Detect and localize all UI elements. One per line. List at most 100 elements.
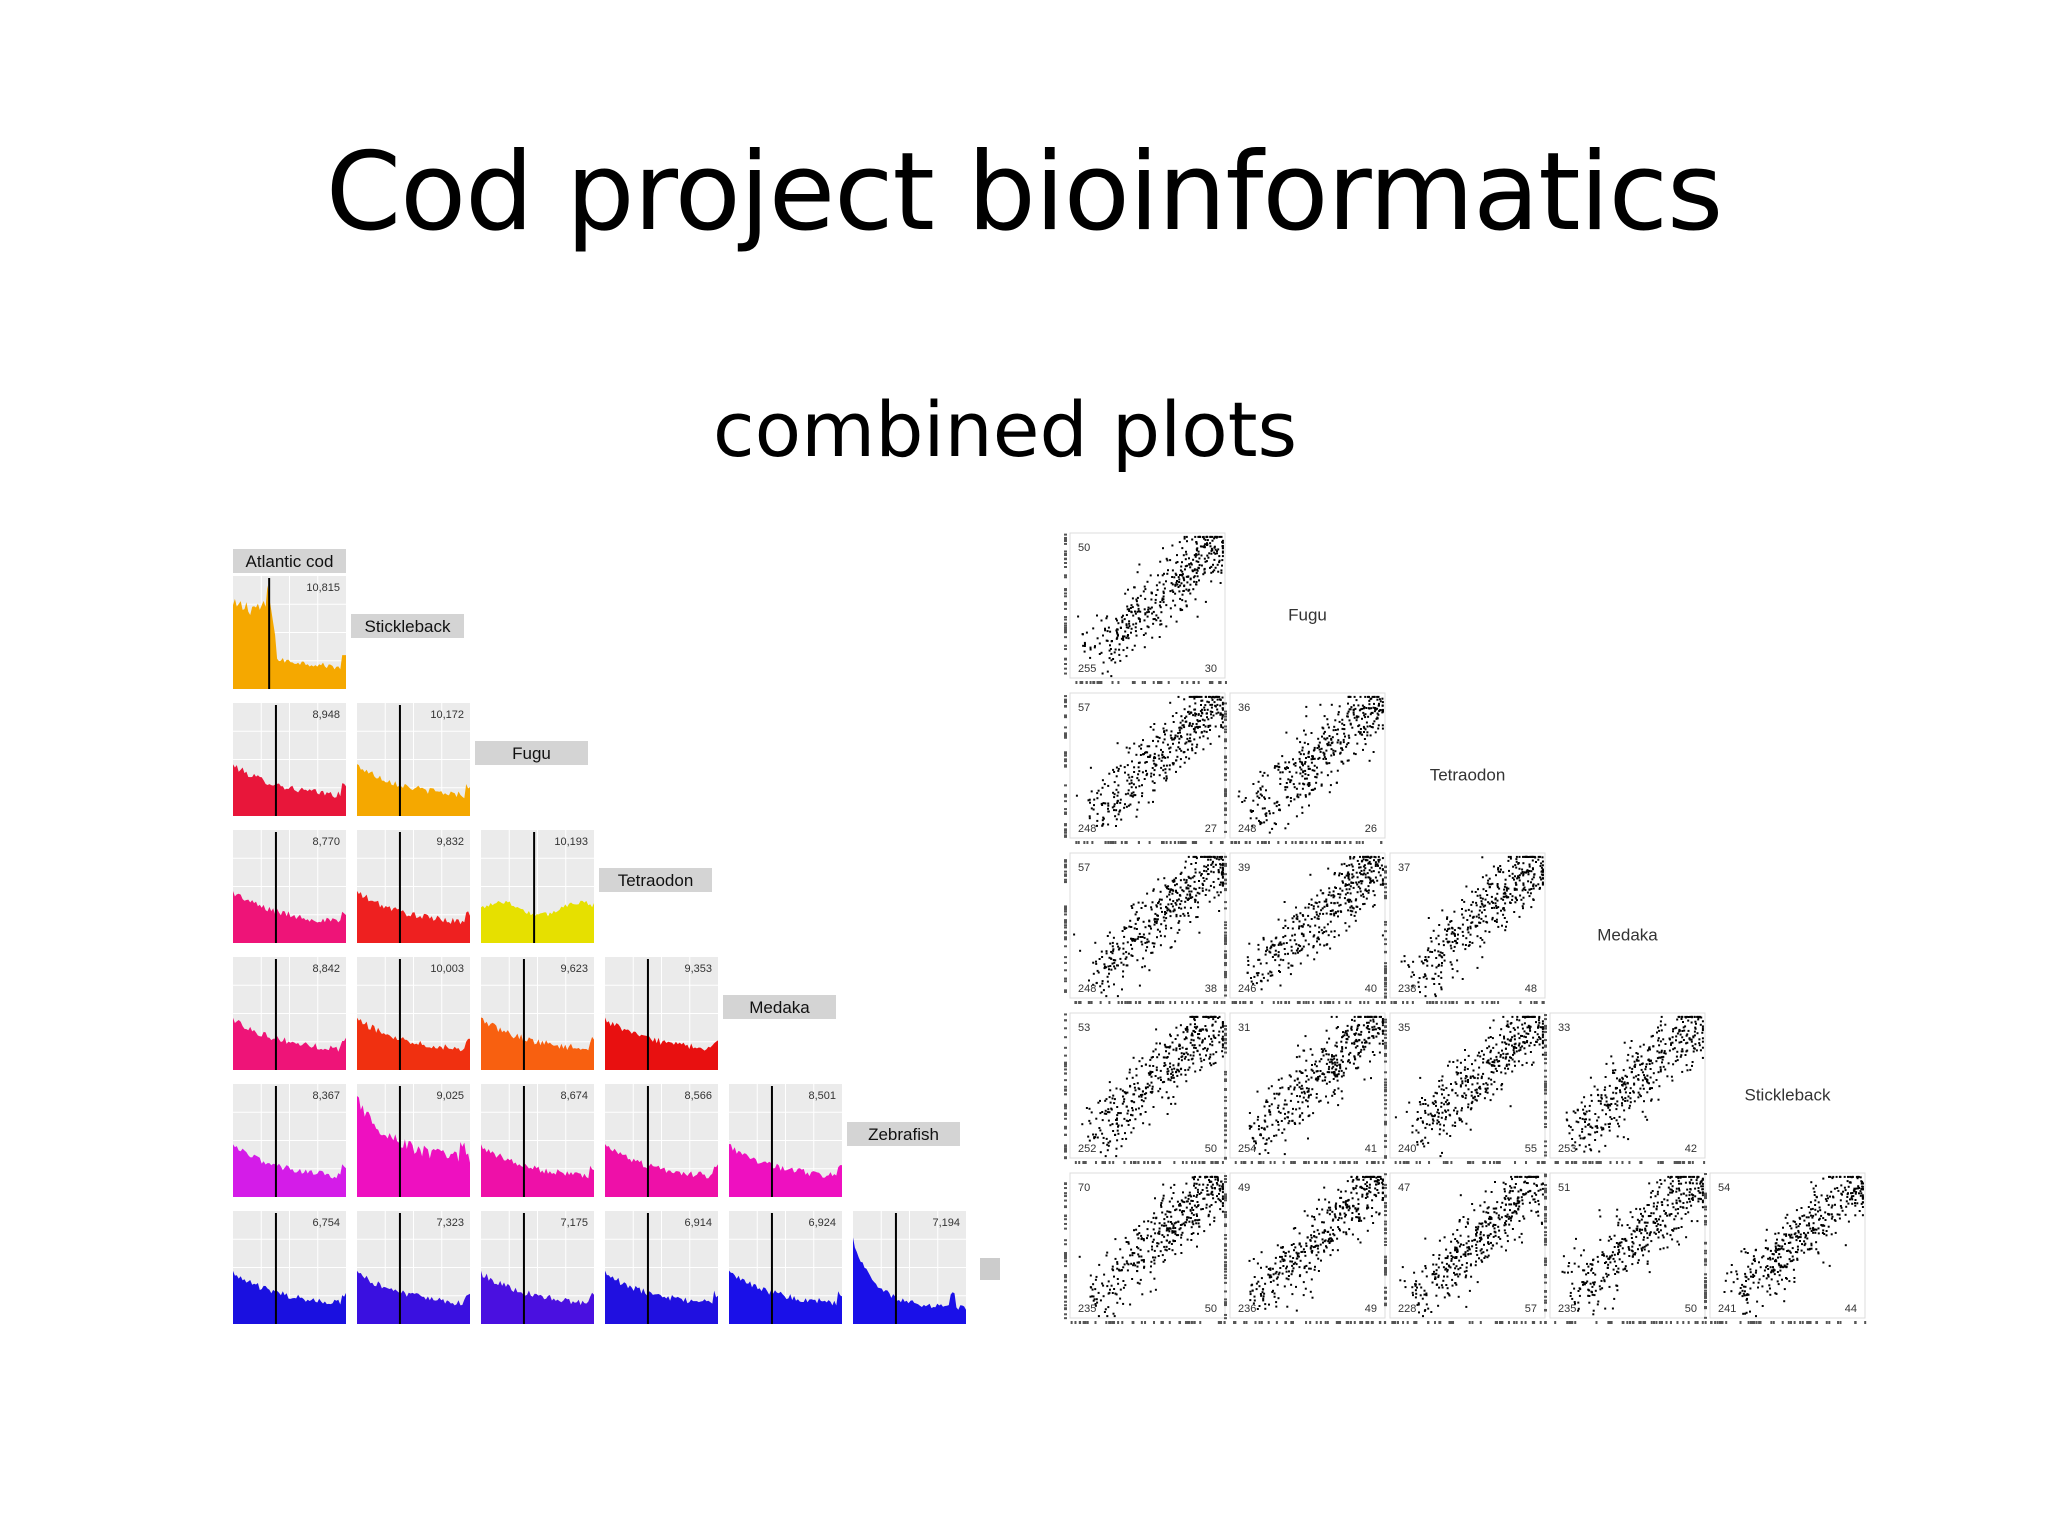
histogram-area bbox=[233, 891, 346, 943]
species-label: Medaka bbox=[749, 998, 810, 1017]
histogram-panel: 9,623 bbox=[481, 957, 594, 1070]
histogram-panel: 7,323 bbox=[357, 1211, 470, 1324]
histogram-area bbox=[233, 1144, 346, 1197]
histogram-area bbox=[605, 1270, 718, 1324]
histogram-area bbox=[357, 890, 470, 943]
histogram-area bbox=[233, 1017, 346, 1070]
scatter-panel: 31 254 41 bbox=[1224, 1012, 1386, 1164]
panel-bottom-right-label: 50 bbox=[1685, 1303, 1697, 1315]
scatter-points bbox=[1078, 1175, 1224, 1318]
panel-top-left-label: 57 bbox=[1078, 862, 1090, 874]
histogram-area bbox=[357, 1017, 470, 1070]
histogram-area bbox=[853, 1237, 966, 1324]
histogram-area bbox=[233, 764, 346, 816]
panel-top-left-label: 33 bbox=[1558, 1022, 1570, 1034]
scatter-points bbox=[1081, 1015, 1224, 1158]
panel-count-label: 9,025 bbox=[436, 1090, 464, 1102]
panel-bottom-right-label: 30 bbox=[1205, 663, 1217, 675]
scatter-panel: 53 252 50 bbox=[1064, 1012, 1226, 1164]
histogram-panel: 8,674 bbox=[481, 1084, 594, 1197]
scatter-panel: 50 255 30 bbox=[1064, 532, 1227, 684]
histogram-area bbox=[605, 1144, 718, 1197]
scatter-panel: 39 246 40 bbox=[1224, 852, 1386, 1004]
panel-count-label: 7,175 bbox=[560, 1217, 588, 1229]
panel-count-label: 7,194 bbox=[932, 1217, 960, 1229]
panel-bottom-left-label: 255 bbox=[1078, 663, 1096, 675]
histogram-area bbox=[481, 1270, 594, 1324]
scatter-points bbox=[1400, 855, 1544, 998]
slide-subtitle: combined plots bbox=[712, 385, 1298, 474]
panel-count-label: 9,353 bbox=[684, 963, 712, 975]
panel-bottom-left-label: 240 bbox=[1398, 1143, 1416, 1155]
panel-bottom-left-label: 254 bbox=[1238, 1143, 1256, 1155]
panel-bottom-right-label: 44 bbox=[1845, 1303, 1857, 1315]
scatter-points bbox=[1561, 1175, 1704, 1316]
scatter-panel: 51 235 50 bbox=[1544, 1172, 1707, 1324]
panel-top-left-label: 50 bbox=[1078, 542, 1090, 554]
panel-bottom-right-label: 55 bbox=[1525, 1143, 1537, 1155]
histogram-area bbox=[357, 1096, 470, 1197]
histogram-area bbox=[357, 764, 470, 816]
species-strip-medaka: Medaka bbox=[723, 995, 836, 1019]
scatter-points bbox=[1723, 1175, 1864, 1318]
panel-bottom-right-label: 40 bbox=[1365, 983, 1377, 995]
scatter-points bbox=[1073, 855, 1224, 998]
scatter-panel: 49 236 49 bbox=[1224, 1172, 1387, 1324]
panel-count-label: 8,367 bbox=[312, 1090, 340, 1102]
histogram-area bbox=[605, 1017, 718, 1070]
scatter-matrix: 50 255 30 57 248 27 36 248 26 57 248 38 39 246 40 37 238… bbox=[1064, 532, 1867, 1324]
species-strip-atlantic-cod: Atlantic cod bbox=[233, 549, 346, 573]
histogram-panel: 8,948 bbox=[233, 703, 346, 816]
slide-title: Cod project bioinformatics bbox=[325, 130, 1724, 255]
histogram-area bbox=[233, 1270, 346, 1324]
histogram-panel: 6,924 bbox=[729, 1211, 842, 1324]
histogram-panel: 10,815 bbox=[233, 576, 346, 689]
histogram-matrix: Atlantic cod Stickleback Fugu Tetraodon Meda… bbox=[233, 549, 1000, 1324]
legend-swatch bbox=[980, 1258, 1000, 1280]
panel-bottom-right-label: 27 bbox=[1205, 823, 1217, 835]
histogram-panel: 8,566 bbox=[605, 1084, 718, 1197]
panel-top-left-label: 37 bbox=[1398, 862, 1410, 874]
scatter-panel: 36 248 26 bbox=[1224, 692, 1386, 844]
panel-count-label: 8,501 bbox=[808, 1090, 836, 1102]
scatter-points bbox=[1075, 695, 1224, 827]
panel-bottom-left-label: 248 bbox=[1238, 823, 1256, 835]
scatter-panel: 57 248 38 bbox=[1064, 852, 1226, 1004]
species-strip-stickleback: Stickleback bbox=[351, 614, 464, 638]
panel-bottom-left-label: 238 bbox=[1398, 983, 1416, 995]
panel-count-label: 8,770 bbox=[312, 836, 340, 848]
panel-count-label: 6,754 bbox=[312, 1217, 340, 1229]
histogram-area bbox=[357, 1270, 470, 1324]
panel-bottom-left-label: 235 bbox=[1078, 1303, 1096, 1315]
scatter-species-label: Medaka bbox=[1597, 926, 1658, 945]
scatter-points bbox=[1237, 695, 1384, 834]
panel-bottom-right-label: 26 bbox=[1365, 823, 1377, 835]
histogram-panel: 9,353 bbox=[605, 957, 718, 1070]
scatter-panel: 54 241 44 bbox=[1704, 1172, 1867, 1324]
histogram-panel: 8,770 bbox=[233, 830, 346, 943]
scatter-panel: 33 253 42 bbox=[1544, 1012, 1706, 1164]
scatter-panel: 70 235 50 bbox=[1064, 1172, 1226, 1324]
scatter-points bbox=[1248, 1175, 1384, 1312]
panel-bottom-left-label: 253 bbox=[1558, 1143, 1576, 1155]
panel-top-left-label: 51 bbox=[1558, 1182, 1570, 1194]
panel-bottom-right-label: 42 bbox=[1685, 1143, 1697, 1155]
panel-bottom-right-label: 49 bbox=[1365, 1303, 1377, 1315]
scatter-panel: 37 238 48 bbox=[1384, 852, 1546, 1004]
panel-bottom-right-label: 38 bbox=[1205, 983, 1217, 995]
histogram-panel: 10,193 bbox=[481, 830, 594, 943]
histogram-panel: 10,003 bbox=[357, 957, 470, 1070]
scatter-points bbox=[1565, 1015, 1704, 1153]
panel-count-label: 9,832 bbox=[436, 836, 464, 848]
scatter-points bbox=[1394, 1015, 1544, 1158]
panel-bottom-left-label: 248 bbox=[1078, 823, 1096, 835]
panel-top-left-label: 31 bbox=[1238, 1022, 1250, 1034]
species-label: Fugu bbox=[512, 744, 551, 763]
species-strip-zebrafish: Zebrafish bbox=[847, 1122, 960, 1146]
histogram-area bbox=[233, 585, 346, 689]
histogram-area bbox=[729, 1270, 842, 1324]
panel-count-label: 7,323 bbox=[436, 1217, 464, 1229]
panel-count-label: 8,842 bbox=[312, 963, 340, 975]
species-label: Tetraodon bbox=[618, 871, 694, 890]
species-strip-fugu: Fugu bbox=[475, 741, 588, 765]
